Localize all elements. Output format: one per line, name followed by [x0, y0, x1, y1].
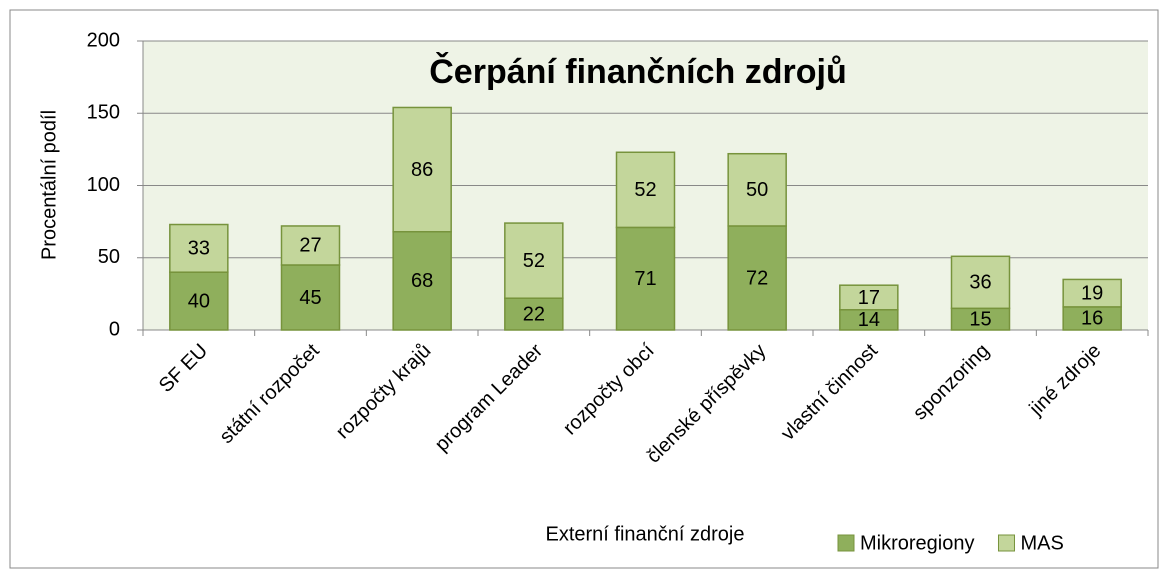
legend-label: MAS — [1020, 532, 1063, 554]
data-label: 16 — [1081, 308, 1103, 330]
data-label: 19 — [1081, 282, 1103, 304]
legend-label: Mikroregiony — [860, 532, 974, 554]
y-tick-label: 200 — [87, 29, 120, 51]
data-label: 15 — [969, 308, 991, 330]
data-label: 71 — [634, 268, 656, 290]
bar-segment — [1062, 278, 1122, 308]
bar-segment — [169, 271, 229, 331]
data-label: 86 — [411, 159, 433, 181]
bar-segment — [280, 225, 341, 266]
data-label: 52 — [634, 179, 656, 201]
bar-segment — [392, 230, 452, 331]
bar-segment — [839, 284, 899, 311]
bar-segment — [727, 152, 787, 227]
data-label: 17 — [858, 287, 880, 309]
y-axis-label: Procentální podíl — [38, 110, 60, 260]
x-axis-label: Externí finanční zdroje — [546, 523, 745, 545]
y-tick-label: 150 — [87, 102, 120, 124]
bar-segment — [280, 264, 341, 331]
bar-segment — [392, 106, 452, 233]
y-tick-label: 50 — [98, 246, 120, 268]
chart-title: Čerpání finančních zdrojů — [429, 52, 846, 91]
bar-segment — [950, 255, 1011, 310]
data-label: 33 — [188, 238, 210, 260]
data-label: 36 — [969, 272, 991, 294]
data-label: 22 — [523, 303, 545, 325]
data-label: 45 — [299, 287, 321, 309]
data-label: 14 — [858, 309, 880, 331]
data-label: 72 — [746, 267, 768, 289]
data-label: 50 — [746, 179, 768, 201]
bar-segment — [169, 223, 229, 273]
legend-swatch — [997, 534, 1015, 552]
data-label: 68 — [411, 270, 433, 292]
data-label: 40 — [188, 290, 210, 312]
bar-segment — [727, 225, 787, 331]
y-tick-label: 0 — [109, 318, 120, 340]
bar-segment — [504, 222, 564, 299]
legend-swatch — [837, 534, 855, 552]
y-tick-label: 100 — [87, 174, 120, 196]
data-label: 52 — [523, 250, 545, 272]
bar-segment — [615, 226, 676, 331]
bar-segment — [615, 151, 676, 229]
data-label: 27 — [299, 235, 321, 257]
